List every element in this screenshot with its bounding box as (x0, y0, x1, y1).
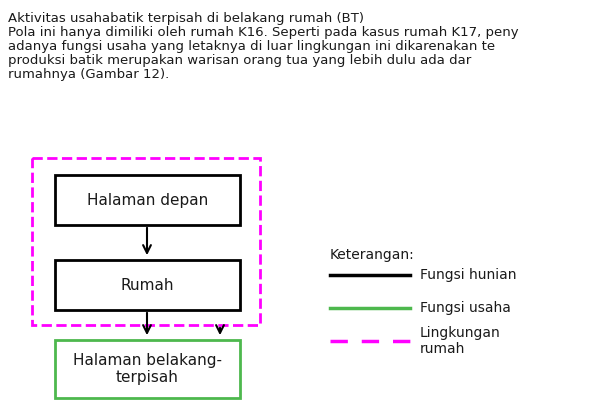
Text: Lingkungan
rumah: Lingkungan rumah (420, 326, 500, 356)
Bar (55, 260, 240, 310)
Text: Halaman depan: Halaman depan (87, 192, 208, 208)
Text: adanya fungsi usaha yang letaknya di luar lingkungan ini dikarenakan te: adanya fungsi usaha yang letaknya di lua… (8, 40, 495, 53)
Text: Halaman belakang-
terpisah: Halaman belakang- terpisah (73, 353, 222, 385)
Text: Aktivitas usahabatik terpisah di belakang rumah (BT): Aktivitas usahabatik terpisah di belakan… (8, 12, 364, 25)
Text: Keterangan:: Keterangan: (330, 248, 415, 262)
Text: rumahnya (Gambar 12).: rumahnya (Gambar 12). (8, 68, 169, 81)
Bar (55, 175, 240, 225)
Text: Rumah: Rumah (121, 278, 174, 292)
Text: Fungsi hunian: Fungsi hunian (420, 268, 517, 282)
Text: produksi batik merupakan warisan orang tua yang lebih dulu ada dar: produksi batik merupakan warisan orang t… (8, 54, 471, 67)
Text: Pola ini hanya dimiliki oleh rumah K16. Seperti pada kasus rumah K17, peny: Pola ini hanya dimiliki oleh rumah K16. … (8, 26, 519, 39)
Bar (55, 340, 240, 398)
Text: Fungsi usaha: Fungsi usaha (420, 301, 511, 315)
Bar (32, 158, 260, 325)
